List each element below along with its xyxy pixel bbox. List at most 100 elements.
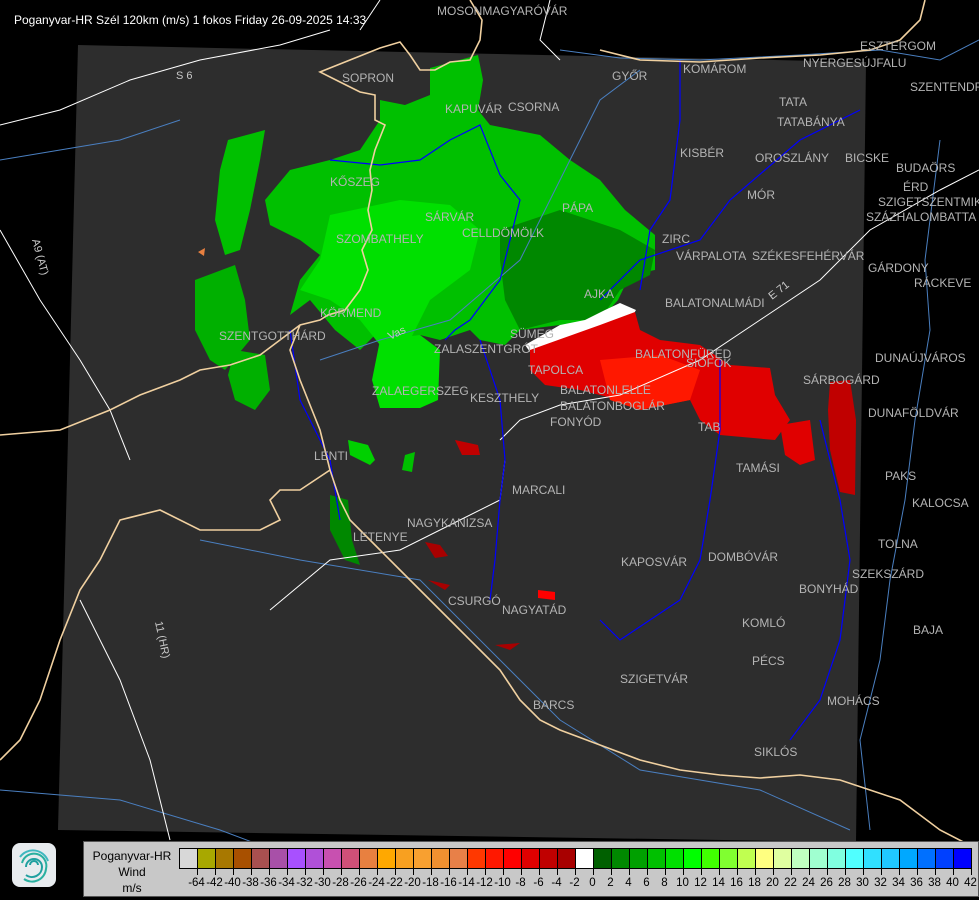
city-label: OROSZLÁNY xyxy=(755,150,829,165)
legend-swatch xyxy=(468,849,486,868)
legend-swatch xyxy=(324,849,342,868)
city-label: KOMLÓ xyxy=(742,615,785,630)
city-label: SZÁZHALOMBATTA xyxy=(866,209,976,224)
legend-tick xyxy=(430,869,432,875)
logo[interactable] xyxy=(12,843,56,887)
legend-tick xyxy=(484,869,486,875)
city-label: BARCS xyxy=(533,698,574,712)
legend-tick xyxy=(376,869,378,875)
city-label: SZENTGOTTHÁRD xyxy=(219,328,326,343)
road-s6 xyxy=(0,29,331,126)
legend-swatch xyxy=(504,849,522,868)
legend-swatch xyxy=(630,849,648,868)
city-label: TATABÁNYA xyxy=(777,114,845,129)
city-label: SZENTENDRE xyxy=(910,80,979,94)
city-label: SZIGETSZENTMIKLÓS xyxy=(878,194,979,209)
legend-swatch xyxy=(612,849,630,868)
legend-tick xyxy=(844,869,846,875)
echo-red-small-2 xyxy=(425,542,448,558)
legend-label: 18 xyxy=(748,877,761,889)
legend-tick xyxy=(970,869,972,875)
color-legend: Poganyvar-HR Wind m/s -64 -42 -40 -38 -36 -34… xyxy=(83,841,979,897)
legend-label: 12 xyxy=(694,877,707,889)
legend-swatch xyxy=(936,849,954,868)
legend-swatch xyxy=(252,849,270,868)
city-label: DUNAÚJVÁROS xyxy=(875,350,966,365)
legend-label: -36 xyxy=(260,877,277,889)
legend-swatch xyxy=(846,849,864,868)
legend-label: 6 xyxy=(643,877,650,889)
echo-red-nagyatad xyxy=(538,590,555,600)
legend-tick xyxy=(610,869,612,875)
country-border xyxy=(0,0,979,851)
legend-quantity: Wind xyxy=(118,865,146,879)
legend-label: 28 xyxy=(838,877,851,889)
river-danube xyxy=(559,39,979,61)
legend-label: 10 xyxy=(676,877,689,889)
river-raba xyxy=(319,69,641,361)
city-label: SZIGETVÁR xyxy=(620,671,688,686)
legend-label: -16 xyxy=(440,877,457,889)
legend-tick xyxy=(826,869,828,875)
city-label: LENTI xyxy=(314,449,348,463)
legend-tick xyxy=(790,869,792,875)
echo-green-border xyxy=(330,495,360,565)
legend-tick xyxy=(322,869,324,875)
legend-tick xyxy=(754,869,756,875)
road-north xyxy=(359,0,561,61)
city-label: SÜMEG xyxy=(510,327,554,341)
legend-swatch xyxy=(756,849,774,868)
legend-tick xyxy=(574,869,576,875)
legend-label: -22 xyxy=(386,877,403,889)
legend-label: 14 xyxy=(712,877,725,889)
city-label: PÁPA xyxy=(562,200,593,215)
legend-tick xyxy=(286,869,288,875)
legend-tick xyxy=(538,869,540,875)
legend-label: -40 xyxy=(224,877,241,889)
river-drava xyxy=(199,539,851,831)
city-label: BALATONLELLE xyxy=(560,383,651,397)
city-label: ÉRD xyxy=(903,179,929,194)
river-west xyxy=(0,119,181,161)
echo-red-small-4 xyxy=(495,643,520,650)
echo-green-small xyxy=(402,452,415,472)
legend-label: -8 xyxy=(515,877,526,889)
legend-tick xyxy=(340,869,342,875)
legend-swatch xyxy=(342,849,360,868)
city-label: DUNAFÖLDVÁR xyxy=(868,405,959,420)
legend-tick xyxy=(556,869,558,875)
city-label: DOMBÓVÁR xyxy=(708,549,778,564)
legend-swatch xyxy=(450,849,468,868)
city-label: MOSONMAGYARÓVÁR xyxy=(437,3,568,18)
city-label: CSORNA xyxy=(508,100,559,114)
echo-green-goricko xyxy=(228,350,270,410)
legend-label: -24 xyxy=(368,877,385,889)
legend-swatch xyxy=(306,849,324,868)
legend-unit: m/s xyxy=(122,881,142,895)
echo-green-zalaegerszeg xyxy=(372,335,440,408)
legend-label: -26 xyxy=(350,877,367,889)
city-label: KÖRMEND xyxy=(320,306,382,320)
city-label: NYERGESÚJFALU xyxy=(803,55,906,70)
legend-label: -4 xyxy=(551,877,562,889)
road-label-s6: S 6 xyxy=(176,70,193,82)
road-11hr xyxy=(79,599,171,841)
legend-tick xyxy=(772,869,774,875)
legend-swatch xyxy=(216,849,234,868)
city-label: KISBÉR xyxy=(680,145,724,160)
legend-swatch xyxy=(594,849,612,868)
legend-label: 26 xyxy=(820,877,833,889)
city-label: CSURGÓ xyxy=(448,593,501,608)
city-label: CELLDÖMÖLK xyxy=(462,226,544,240)
city-label: SZEKSZÁRD xyxy=(852,566,924,581)
city-label: TAPOLCA xyxy=(528,363,583,377)
city-label: KAPUVÁR xyxy=(445,101,503,116)
legend-label: 16 xyxy=(730,877,743,889)
city-label: RÁCKEVE xyxy=(914,275,971,290)
city-label: GYŐR xyxy=(612,68,648,83)
city-label: BALATONALMÁDI xyxy=(665,295,765,310)
legend-tick xyxy=(250,869,252,875)
city-label: NAGYKANIZSA xyxy=(407,516,492,530)
red-echoes xyxy=(198,248,856,650)
